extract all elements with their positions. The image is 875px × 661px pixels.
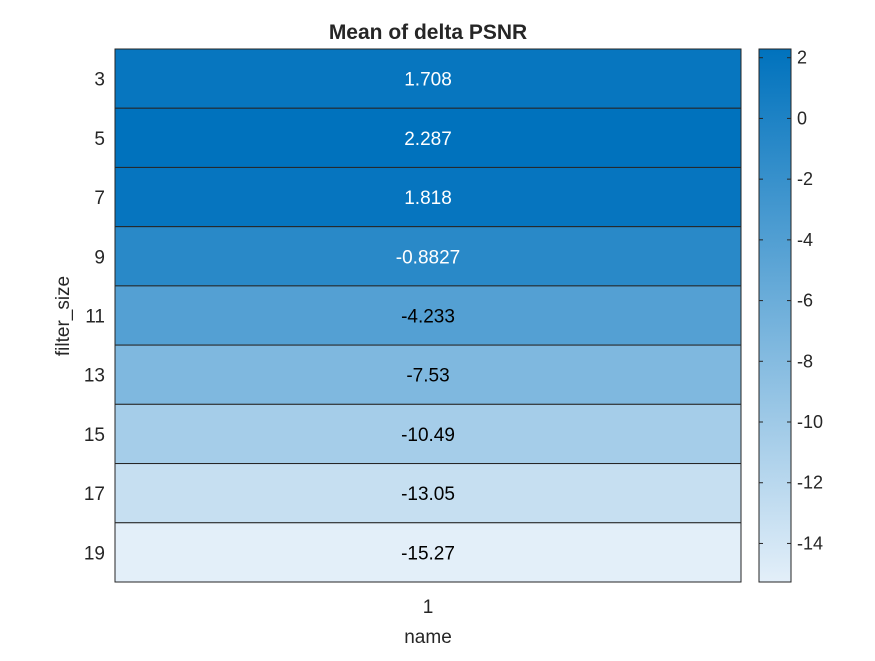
x-tick-label: 1: [423, 597, 434, 618]
x-tick-labels: 1: [423, 597, 434, 618]
heatmap-cell-label: 2.287: [404, 129, 452, 150]
y-tick-label: 17: [84, 484, 105, 505]
colorbar-ticks: 2 0 -2 -4 -6 -8 -10 -12 -14: [759, 48, 823, 553]
heatmap-cell-labels: 1.708 2.287 1.818 -0.8827 -4.233 -7.53 -10.49 -…: [396, 70, 460, 565]
x-axis-label: name: [404, 627, 452, 648]
y-tick-label: 15: [84, 425, 105, 446]
heatmap-cell: [114, 166, 742, 228]
y-tick-labels: 3 5 7 9 11 13 15 17 19: [84, 70, 105, 565]
colorbar-tick-label: -14: [797, 533, 823, 553]
y-tick-label: 9: [94, 247, 105, 268]
y-axis-label: filter_size: [53, 276, 74, 356]
chart-title: Mean of delta PSNR: [329, 21, 527, 44]
heatmap-cell-label: -7.53: [406, 366, 449, 387]
y-tick-label: 3: [94, 70, 105, 91]
y-tick-label: 13: [84, 366, 105, 387]
colorbar-tick-label: -12: [797, 473, 823, 493]
colorbar-tick-label: -4: [797, 230, 813, 250]
colorbar-tick-label: -2: [797, 169, 813, 189]
heatmap-cell-label: 1.708: [404, 70, 452, 91]
colorbar: [758, 48, 792, 583]
heatmap-cell: [114, 463, 742, 524]
colorbar-tick-label: 0: [797, 108, 807, 128]
heatmap-cell: [114, 522, 742, 583]
heatmap-cell-label: -10.49: [401, 425, 455, 446]
colorbar-tick-label: 2: [797, 48, 807, 68]
y-tick-label: 7: [94, 188, 105, 209]
y-tick-label: 5: [94, 129, 105, 150]
colorbar-tick-label: -6: [797, 291, 813, 311]
heatmap-cell-label: -15.27: [401, 543, 455, 564]
heatmap-cell: [114, 107, 742, 168]
heatmap-cell: [114, 285, 742, 346]
heatmap-cell-label: 1.818: [404, 188, 452, 209]
y-tick-label: 19: [84, 543, 105, 564]
heatmap-cell: [114, 344, 742, 405]
heatmap-cell-label: -0.8827: [396, 247, 460, 268]
y-tick-label: 11: [85, 307, 105, 328]
heatmap-cells: [114, 48, 742, 583]
colorbar-tick-label: -10: [797, 412, 823, 432]
heatmap-cell: [114, 226, 742, 287]
heatmap-cell-label: -4.233: [401, 307, 455, 328]
heatmap-cell: [114, 48, 742, 109]
heatmap-cell-label: -13.05: [401, 484, 455, 505]
colorbar-tick-label: -8: [797, 351, 813, 371]
